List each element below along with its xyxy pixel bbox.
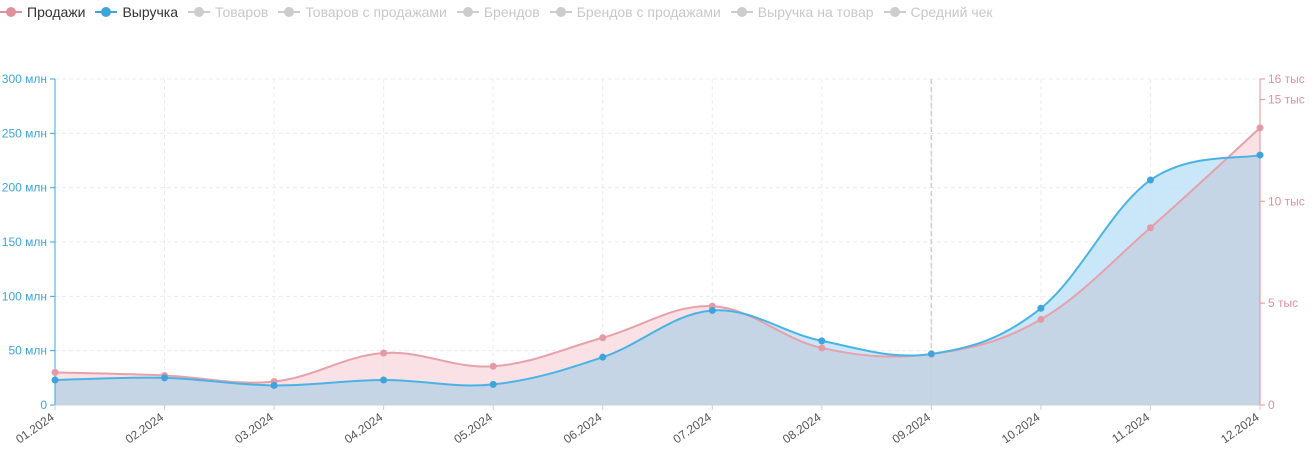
- sales-point: [51, 368, 59, 376]
- legend-marker-icon: [730, 6, 753, 18]
- sales-point: [1256, 124, 1264, 132]
- legend-item-1[interactable]: Выручка: [95, 4, 178, 20]
- x-axis-tick-label: 11.2024: [1109, 410, 1152, 446]
- x-axis-tick-label: 10.2024: [999, 410, 1043, 447]
- sales-line: [54, 127, 1261, 384]
- legend-marker-icon: [456, 6, 479, 18]
- revenue-line: [54, 154, 1261, 387]
- sales-point: [380, 349, 388, 357]
- legend-item-6[interactable]: Выручка на товар: [730, 4, 874, 20]
- legend-item-7[interactable]: Средний чек: [883, 4, 993, 20]
- revenue-point: [51, 376, 59, 384]
- overlap-area: [55, 155, 1260, 405]
- legend-label: Выручка на товар: [757, 4, 874, 20]
- legend-marker-icon: [278, 6, 301, 18]
- revenue-point: [161, 374, 169, 382]
- x-axis-tick-label: 09.2024: [890, 410, 934, 447]
- legend-label: Брендов: [483, 4, 540, 20]
- legend-label: Товаров с продажами: [305, 4, 447, 20]
- legend-marker-icon: [549, 6, 572, 18]
- x-axis-tick-label: 01.2024: [13, 410, 57, 447]
- right-axis-tick-label: 5 тыс: [1268, 296, 1298, 310]
- x-axis-tick-label: 12.2024: [1218, 410, 1262, 447]
- revenue-point: [599, 353, 607, 361]
- left-axis-tick-label: 200 млн: [2, 181, 47, 195]
- sales-point: [489, 362, 497, 370]
- legend-label: Выручка: [122, 4, 179, 20]
- legend-marker-icon: [188, 6, 211, 18]
- right-axis-tick-label: 0: [1268, 398, 1275, 412]
- x-axis-tick-label: 07.2024: [670, 410, 714, 447]
- revenue-point: [818, 337, 826, 345]
- revenue-point: [1256, 151, 1264, 159]
- legend-label: Средний чек: [910, 4, 993, 20]
- legend-item-3[interactable]: Товаров с продажами: [278, 4, 447, 20]
- revenue-point: [708, 306, 716, 314]
- left-axis-tick-label: 250 млн: [2, 126, 47, 140]
- revenue-point: [270, 381, 278, 389]
- legend-label: Товаров: [215, 4, 269, 20]
- legend-item-0[interactable]: Продажи: [0, 4, 85, 20]
- x-axis-tick-label: 03.2024: [232, 410, 276, 447]
- right-axis-tick-label: 15 тыс: [1268, 92, 1305, 106]
- left-axis-tick-label: 50 млн: [8, 344, 47, 358]
- x-axis-tick-label: 05.2024: [451, 410, 495, 447]
- x-axis-tick-label: 02.2024: [123, 410, 167, 447]
- legend-label: Продажи: [27, 4, 86, 20]
- left-axis-tick-label: 100 млн: [2, 289, 47, 303]
- revenue-point: [1146, 176, 1154, 184]
- x-axis-tick-label: 06.2024: [561, 410, 605, 447]
- left-axis-tick-label: 0: [40, 398, 47, 412]
- chart-legend: Продажи Выручка Товаров Товаров с продажами…: [0, 2, 1003, 22]
- x-axis-tick-label: 04.2024: [342, 410, 386, 447]
- sales-point: [599, 334, 607, 342]
- legend-label: Брендов с продажами: [576, 4, 721, 20]
- legend-item-2[interactable]: Товаров: [188, 4, 268, 20]
- x-axis-tick-label: 08.2024: [780, 410, 824, 447]
- revenue-point: [927, 350, 935, 358]
- right-axis-tick-label: 16 тыс: [1268, 72, 1305, 86]
- legend-marker-icon: [883, 6, 906, 18]
- sales-point: [818, 344, 826, 352]
- left-axis-tick-label: 150 млн: [2, 235, 47, 249]
- revenue-point: [380, 376, 388, 384]
- legend-marker-icon: [95, 6, 118, 18]
- legend-item-5[interactable]: Брендов с продажами: [549, 4, 721, 20]
- revenue-point: [489, 380, 497, 388]
- sales-point: [1037, 315, 1045, 323]
- revenue-point: [1037, 304, 1045, 312]
- legend-item-4[interactable]: Брендов: [456, 4, 540, 20]
- legend-marker-icon: [0, 6, 22, 18]
- left-axis-tick-label: 300 млн: [2, 72, 47, 86]
- right-axis-tick-label: 10 тыс: [1268, 194, 1305, 208]
- sales-point: [1146, 224, 1154, 232]
